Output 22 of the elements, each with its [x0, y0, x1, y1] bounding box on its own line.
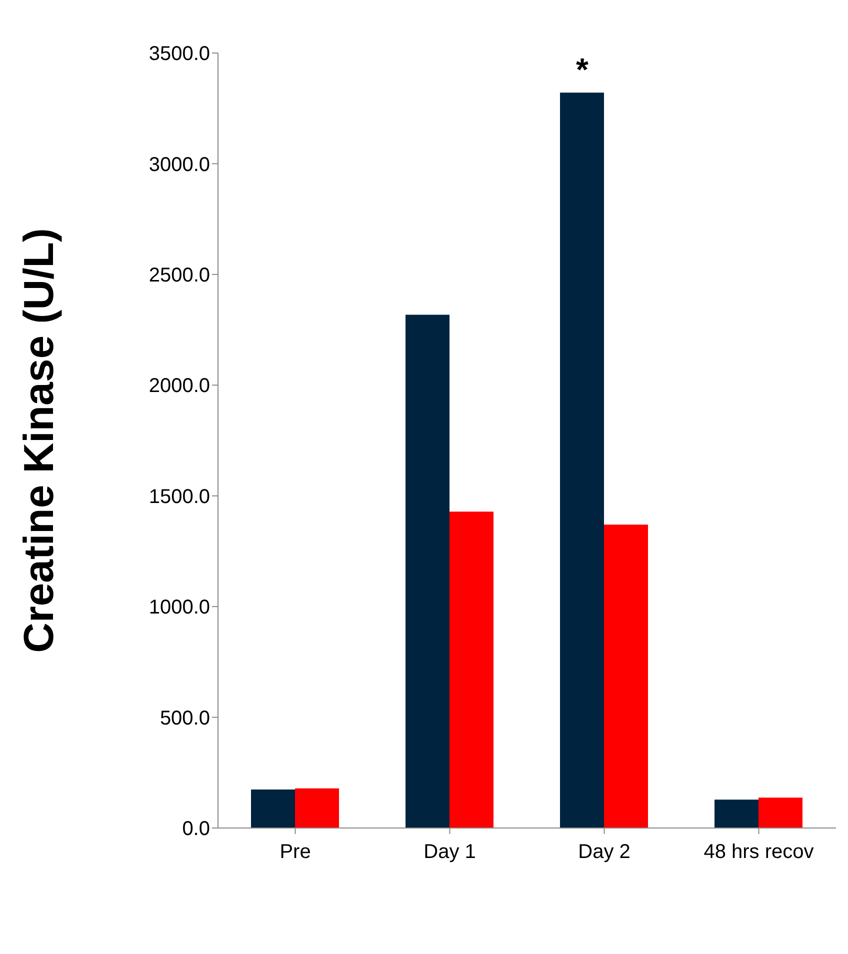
x-tick-label: Day 2: [578, 841, 630, 864]
bar: [406, 314, 450, 828]
y-tick-label: 2000.0: [148, 375, 210, 398]
y-tick-label: 0.0: [182, 818, 210, 840]
annotation: *: [576, 52, 590, 88]
y-tick-label: 3500.0: [148, 43, 210, 66]
x-tick-label: Day 1: [424, 841, 476, 864]
bar: [295, 788, 339, 828]
bar: [251, 789, 295, 828]
y-tick-label: 1500.0: [148, 486, 210, 508]
x-tick-label: 48 hrs recov: [704, 841, 814, 864]
bar: [560, 92, 604, 828]
bar: [758, 798, 802, 828]
y-tick-label: 3000.0: [148, 154, 210, 176]
y-tick-label: 500.0: [160, 707, 210, 730]
x-tick-label: Pre: [280, 841, 311, 864]
y-tick-label: 1000.0: [148, 596, 210, 619]
bar: [604, 524, 648, 828]
bar: [450, 512, 494, 828]
y-axis-title: Creatine Kinase (U/L): [14, 228, 62, 653]
bar: [714, 800, 758, 828]
y-tick-label: 2500.0: [148, 264, 210, 287]
